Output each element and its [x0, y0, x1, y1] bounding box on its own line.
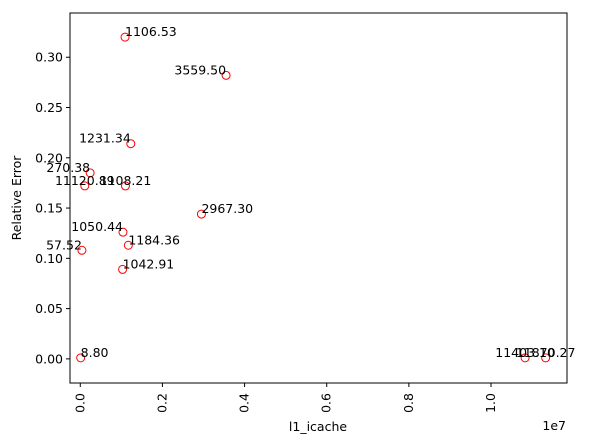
y-axis-label: Relative Error — [9, 155, 24, 241]
data-point-label: 3559.50 — [174, 62, 226, 77]
data-point-label: 8.80 — [81, 345, 109, 360]
y-tick-label: 0.00 — [35, 351, 63, 366]
x-tick-label: 0.4 — [237, 393, 252, 413]
point-labels: 1106.533559.501231.34270.3811120.891108.… — [46, 24, 575, 360]
y-tick-label: 0.25 — [35, 100, 63, 115]
data-point-label: 1106.53 — [125, 24, 177, 39]
x-axis-offset-label: 1e7 — [542, 418, 566, 433]
y-tick-label: 0.10 — [35, 251, 63, 266]
x-tick-label: 0.0 — [72, 393, 87, 413]
plot-frame — [70, 13, 567, 383]
data-point-label: 1184.36 — [128, 232, 180, 247]
x-tick-label: 0.6 — [319, 393, 334, 413]
x-tick-label: 1.0 — [483, 393, 498, 413]
data-point-label: 2967.30 — [201, 201, 253, 216]
data-point-label: 1050.44 — [71, 219, 123, 234]
x-axis-ticks: 0.0 0.2 0.4 0.6 0.8 1.0 — [72, 383, 498, 413]
data-point-label: 1231.34 — [79, 131, 131, 146]
y-tick-label: 0.30 — [35, 50, 63, 65]
x-tick-label: 0.2 — [154, 393, 169, 413]
x-axis-label: l1_icache — [289, 419, 347, 434]
y-axis-ticks: 0.000.050.100.150.200.250.30 — [35, 50, 70, 367]
y-tick-label: 0.05 — [35, 301, 63, 316]
point-markers — [77, 33, 550, 362]
y-tick-label: 0.15 — [35, 201, 63, 216]
x-tick-label: 0.8 — [401, 393, 416, 413]
data-point-label: 57.52 — [46, 237, 82, 252]
data-point-label: 1042.91 — [123, 256, 175, 271]
data-point-label: 1108.21 — [100, 173, 152, 188]
data-point-label: 11870.27 — [516, 345, 576, 360]
